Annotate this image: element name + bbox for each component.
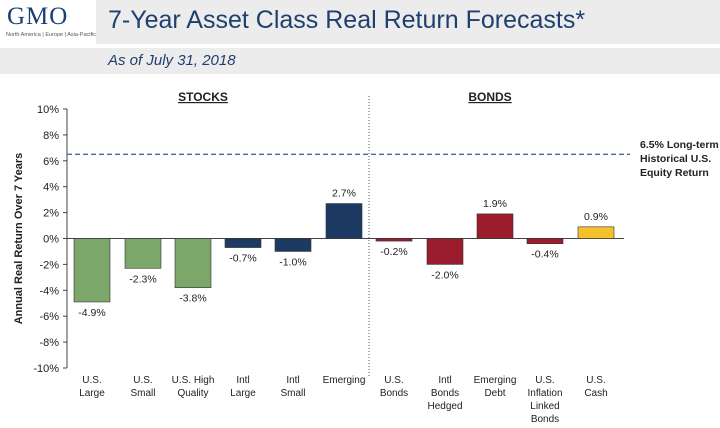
- y-tick-label: 10%: [37, 104, 59, 116]
- bar-value-label: -2.0%: [431, 269, 458, 281]
- bar-value-label: -4.9%: [78, 307, 105, 319]
- bar-value-label: -3.8%: [179, 293, 206, 305]
- page-title: 7-Year Asset Class Real Return Forecasts…: [108, 6, 586, 34]
- category-label: Debt: [484, 388, 505, 399]
- category-label: Bonds: [531, 414, 559, 425]
- category-label: U.S.: [82, 375, 101, 386]
- category-label: Inflation: [527, 388, 562, 399]
- logo: GMO North America | Europe | Asia-Pacifi…: [0, 0, 96, 44]
- bar: [124, 238, 162, 269]
- y-tick-label: 0%: [43, 234, 59, 246]
- bar: [325, 203, 363, 239]
- bar-value-label: -0.7%: [229, 253, 256, 265]
- category-label: U.S.: [586, 375, 605, 386]
- category-label: Bonds: [380, 388, 408, 399]
- as-of-date: As of July 31, 2018: [108, 52, 236, 69]
- category-label: Small: [280, 388, 305, 399]
- y-tick-label: 6%: [43, 156, 59, 168]
- category-label: Cash: [584, 388, 607, 399]
- reference-line-label: 6.5% Long-term: [640, 139, 719, 151]
- category-label: U.S.: [133, 375, 152, 386]
- bar: [426, 238, 464, 265]
- y-tick-label: 2%: [43, 208, 59, 220]
- y-tick-label: -2%: [39, 259, 59, 271]
- category-label: U.S.: [535, 375, 554, 386]
- bar-value-label: -1.0%: [279, 256, 306, 268]
- y-tick-label: 8%: [43, 130, 59, 142]
- category-label: Large: [230, 388, 256, 399]
- group-header-stocks: STOCKS: [178, 90, 228, 104]
- y-tick-label: -10%: [33, 363, 59, 375]
- bar: [73, 238, 111, 303]
- bar-value-label: -2.3%: [129, 273, 156, 285]
- category-label: U.S.: [384, 375, 403, 386]
- y-tick-label: -8%: [39, 337, 59, 349]
- group-header-bonds: BONDS: [468, 90, 511, 104]
- bar: [224, 238, 262, 248]
- category-label: Intl: [286, 375, 299, 386]
- reference-line-label: Historical U.S.: [640, 153, 711, 165]
- logo-text: GMO: [7, 3, 69, 30]
- bar-value-label: 1.9%: [483, 198, 507, 210]
- category-label: Emerging: [474, 375, 517, 386]
- y-tick-label: -4%: [39, 285, 59, 297]
- category-label: U.S. High: [172, 375, 215, 386]
- bar: [174, 238, 212, 289]
- bar: [476, 213, 514, 239]
- header-bar: GMO North America | Europe | Asia-Pacifi…: [0, 0, 720, 44]
- bar-value-label: 0.9%: [584, 211, 608, 223]
- y-axis-title: Annual Real Return Over 7 Years: [13, 153, 25, 325]
- category-label: Small: [130, 388, 155, 399]
- logo-regions: North America | Europe | Asia-Pacific: [6, 32, 96, 38]
- bar: [577, 226, 615, 239]
- category-label: Intl: [236, 375, 249, 386]
- category-label: Linked: [530, 401, 559, 412]
- category-label: Hedged: [427, 401, 462, 412]
- bar-value-label: -0.2%: [380, 246, 407, 258]
- subheader-bar: As of July 31, 2018: [0, 48, 720, 74]
- bar: [375, 238, 413, 242]
- category-label: Large: [79, 388, 105, 399]
- bar-value-label: -0.4%: [531, 249, 558, 261]
- reference-line-label: Equity Return: [640, 167, 709, 179]
- bar: [274, 238, 312, 252]
- category-label: Bonds: [431, 388, 459, 399]
- category-label: Emerging: [323, 375, 366, 386]
- y-tick-label: -6%: [39, 311, 59, 323]
- bar: [526, 238, 564, 244]
- bar-value-label: 2.7%: [332, 188, 356, 200]
- category-label: Intl: [438, 375, 451, 386]
- category-label: Quality: [177, 388, 208, 399]
- y-tick-label: 4%: [43, 182, 59, 194]
- return-forecast-chart: 10% 8% 6% 4% 2% 0% -2% -4% -6% -8% -10% Annual Real…: [13, 90, 719, 425]
